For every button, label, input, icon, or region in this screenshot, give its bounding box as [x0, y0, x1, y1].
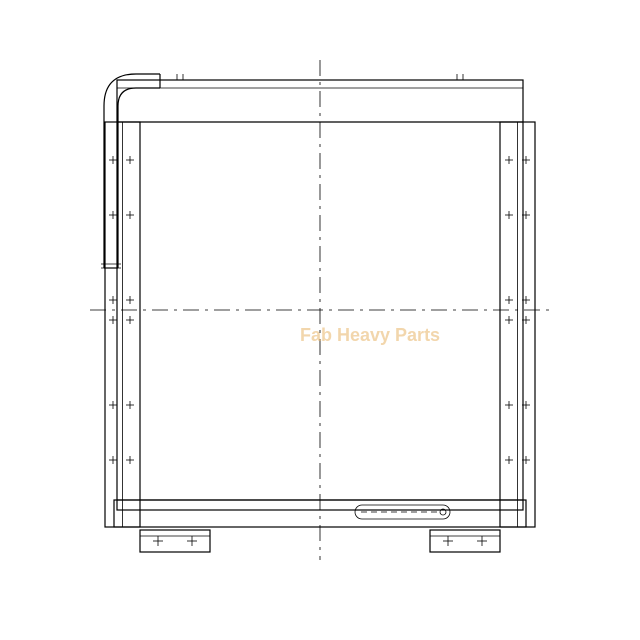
drawing-canvas: Fab Heavy Parts [0, 0, 640, 640]
technical-drawing-svg [0, 0, 640, 640]
